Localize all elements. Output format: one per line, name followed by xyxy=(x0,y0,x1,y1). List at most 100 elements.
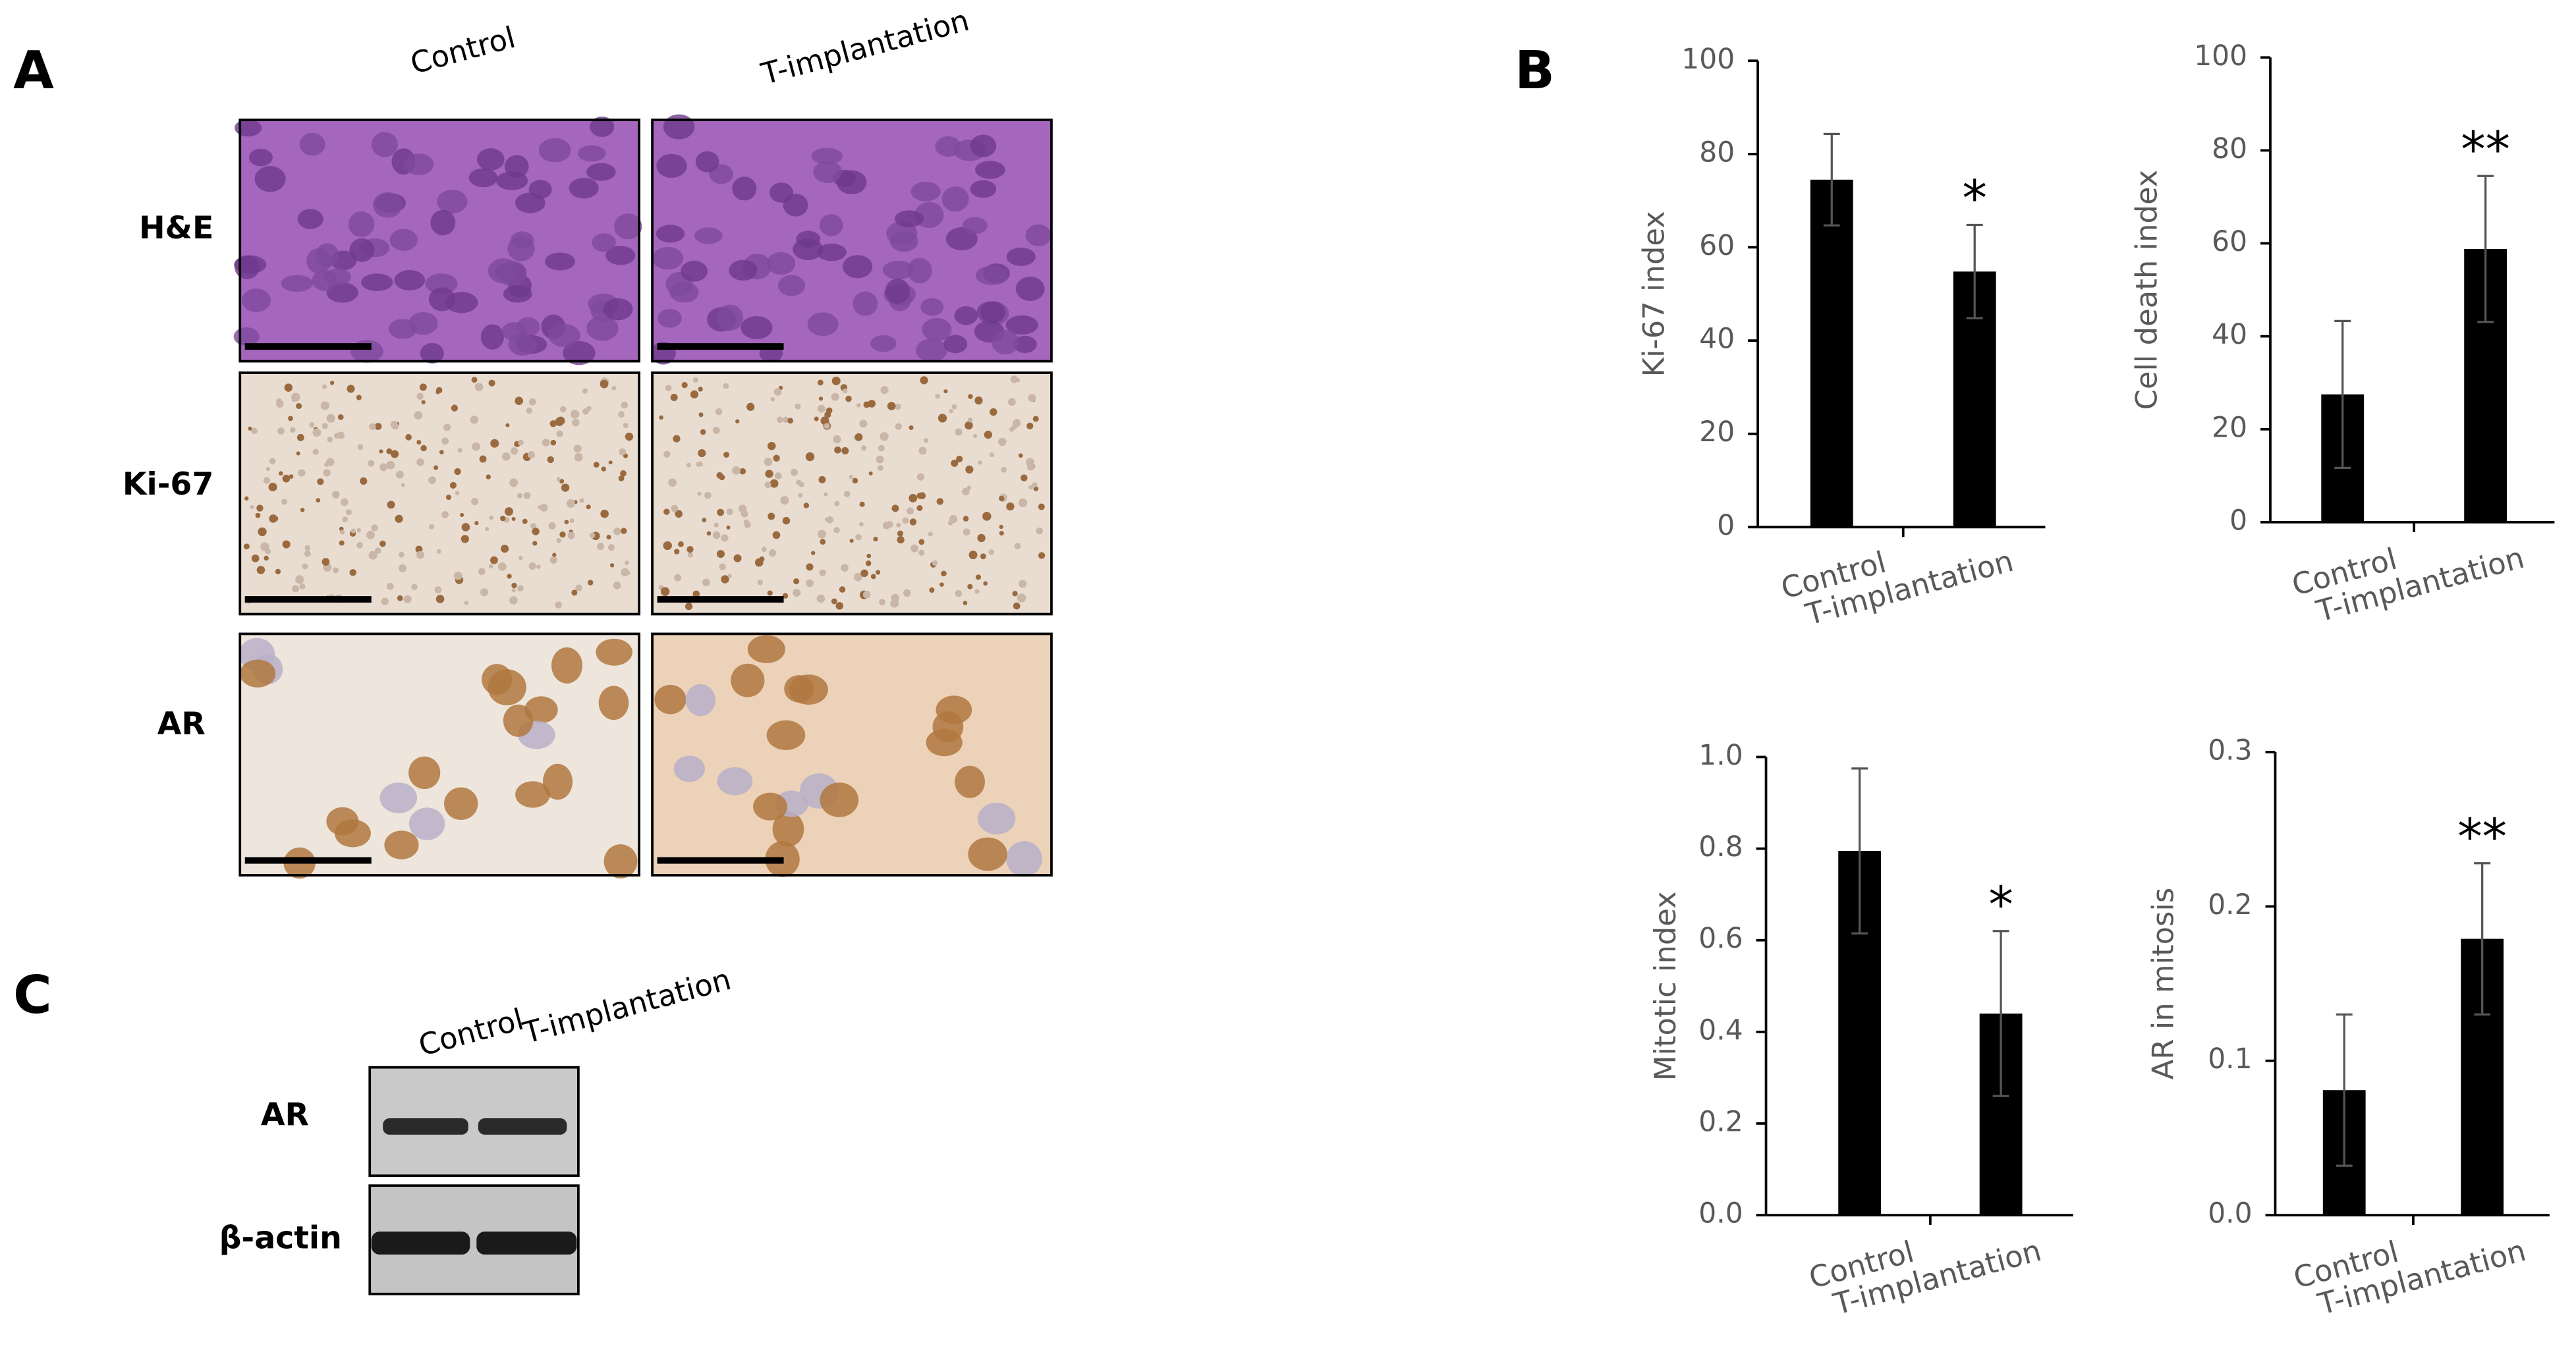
nucleus xyxy=(796,479,802,485)
nucleus xyxy=(1006,247,1036,266)
nucleus xyxy=(304,545,310,551)
micrograph xyxy=(238,371,640,616)
nucleus xyxy=(515,192,546,213)
nucleus xyxy=(695,151,719,173)
nucleus xyxy=(258,527,267,537)
nucleus xyxy=(819,569,826,576)
nucleus xyxy=(233,327,260,346)
nucleus xyxy=(548,522,556,530)
nucleus xyxy=(356,394,362,400)
nucleus xyxy=(366,530,376,539)
nucleus xyxy=(891,504,899,512)
nucleus xyxy=(954,306,978,325)
nucleus xyxy=(939,582,944,587)
nucleus xyxy=(1005,315,1038,335)
nucleus xyxy=(621,528,627,534)
nucleus xyxy=(856,402,861,408)
nucleus xyxy=(532,541,538,546)
nucleus xyxy=(743,519,749,525)
frame xyxy=(651,371,1053,616)
nucleus xyxy=(582,388,588,394)
nucleus xyxy=(1011,424,1017,430)
nucleus xyxy=(372,192,403,218)
nucleus xyxy=(443,423,451,431)
nucleus xyxy=(697,461,703,467)
y-axis-label: Cell death index xyxy=(2129,170,2164,410)
nucleus xyxy=(754,558,764,567)
nucleus xyxy=(544,252,576,271)
nucleus xyxy=(441,511,449,518)
y-tick-label: 0.2 xyxy=(2208,888,2252,921)
nucleus xyxy=(687,552,693,558)
nucleus xyxy=(789,674,828,705)
nucleus xyxy=(1015,277,1045,302)
nucleus xyxy=(289,427,296,433)
nucleus xyxy=(961,487,970,496)
nucleus xyxy=(820,782,859,817)
nucleus xyxy=(943,335,968,354)
nucleus xyxy=(620,470,627,477)
nucleus xyxy=(235,119,262,137)
nucleus xyxy=(486,474,491,479)
nucleus xyxy=(837,170,867,195)
nucleus xyxy=(488,564,493,569)
nucleus xyxy=(818,396,824,401)
nucleus xyxy=(356,528,362,533)
nucleus xyxy=(415,545,423,553)
nucleus xyxy=(1007,398,1016,406)
nucleus xyxy=(606,535,611,540)
nucleus xyxy=(569,178,599,199)
nucleus xyxy=(819,214,843,236)
nucleus xyxy=(694,227,723,244)
nucleus xyxy=(733,554,742,562)
nucleus xyxy=(508,333,537,356)
nucleus xyxy=(291,393,300,402)
nucleus xyxy=(712,426,720,434)
nucleus xyxy=(437,190,468,214)
nucleus xyxy=(420,342,444,364)
nucleus xyxy=(686,546,694,553)
nucleus xyxy=(841,564,849,572)
nucleus xyxy=(243,543,250,550)
nucleus xyxy=(753,792,788,821)
nucleus xyxy=(394,270,426,290)
error-bar xyxy=(1992,930,2009,1097)
significance-marker: * xyxy=(1988,876,2013,933)
nucleus xyxy=(578,145,606,162)
nucleus xyxy=(894,210,924,228)
nucleus xyxy=(895,423,902,430)
nucleus xyxy=(860,569,868,578)
nucleus xyxy=(773,454,780,462)
nucleus xyxy=(312,428,322,437)
nucleus xyxy=(532,528,540,535)
nucleus xyxy=(522,518,528,524)
nucleus xyxy=(879,599,885,606)
panel-label: C xyxy=(13,964,52,1025)
nucleus xyxy=(256,566,266,574)
y-tick-label: 0.4 xyxy=(1698,1014,1743,1046)
panel-label: B xyxy=(1515,40,1555,101)
nucleus xyxy=(323,469,331,477)
nucleus xyxy=(575,584,582,591)
nucleus xyxy=(999,495,1005,502)
y-tick-label: 0.0 xyxy=(1698,1197,1743,1230)
nucleus xyxy=(540,503,548,512)
nucleus xyxy=(877,465,883,471)
nucleus xyxy=(509,596,518,605)
nucleus xyxy=(876,570,881,575)
nucleus xyxy=(770,396,775,402)
nucleus xyxy=(887,402,896,410)
nucleus xyxy=(471,377,478,383)
nucleus xyxy=(861,445,867,451)
nucleus xyxy=(652,246,684,270)
nucleus xyxy=(625,432,634,441)
nucleus xyxy=(374,547,381,555)
nucleus xyxy=(304,550,311,557)
nucleus xyxy=(978,460,982,465)
nucleus xyxy=(673,435,681,443)
nucleus xyxy=(368,551,378,560)
nucleus xyxy=(674,549,680,555)
nucleus xyxy=(292,585,300,593)
nucleus xyxy=(460,512,464,517)
nucleus xyxy=(920,298,944,316)
